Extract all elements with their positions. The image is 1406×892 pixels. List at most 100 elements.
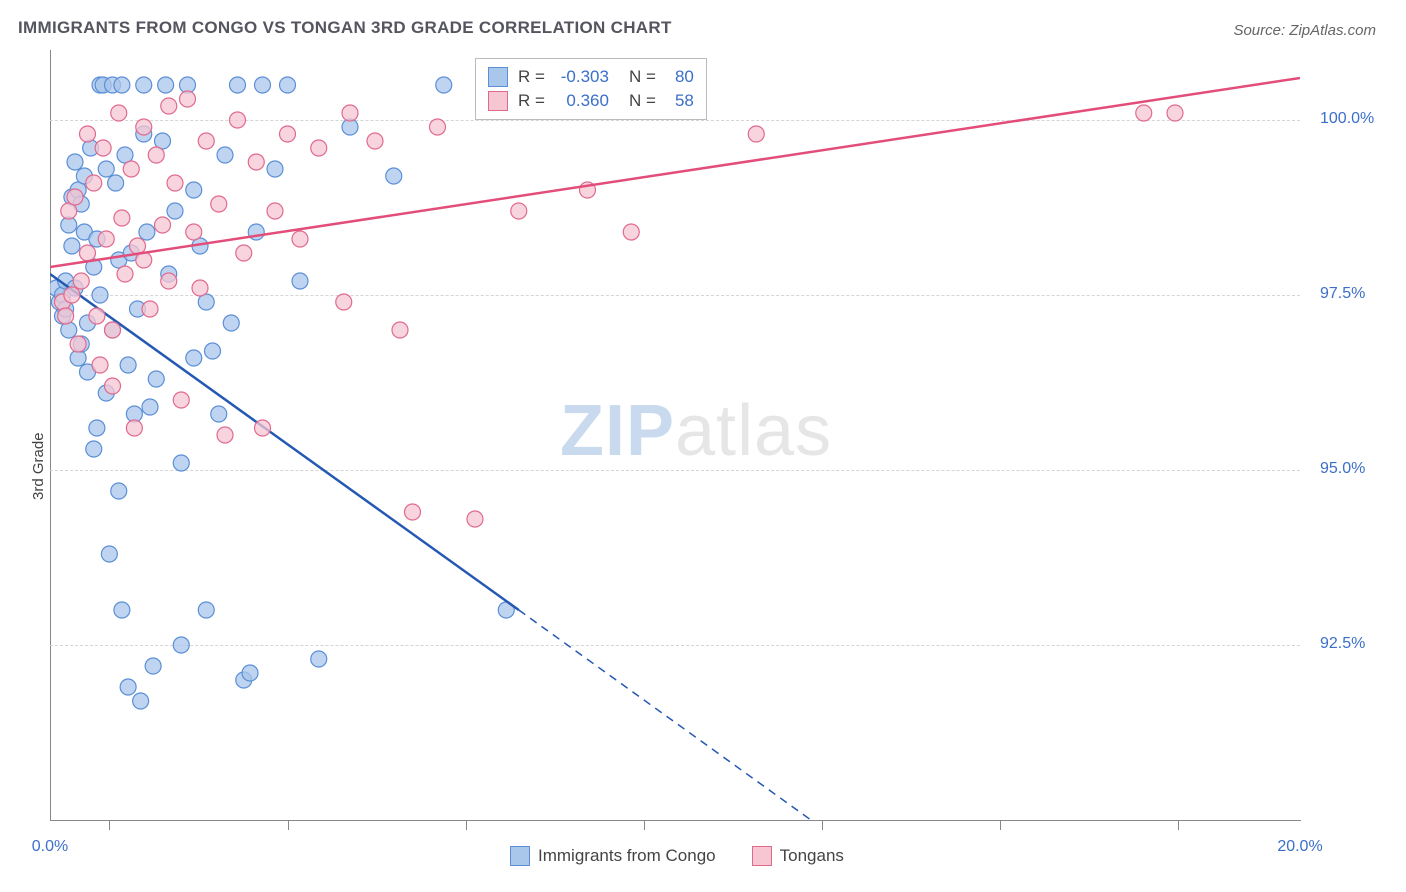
data-point <box>336 294 352 310</box>
data-point <box>161 273 177 289</box>
r-value: 0.360 <box>553 89 609 113</box>
data-point <box>114 602 130 618</box>
data-point <box>167 175 183 191</box>
data-point <box>105 378 121 394</box>
data-point <box>158 77 174 93</box>
data-point <box>392 322 408 338</box>
data-point <box>136 77 152 93</box>
data-point <box>148 371 164 387</box>
data-point <box>114 210 130 226</box>
data-point <box>64 238 80 254</box>
data-point <box>98 161 114 177</box>
legend-item: Immigrants from Congo <box>510 846 716 866</box>
data-point <box>255 77 271 93</box>
data-point <box>86 175 102 191</box>
r-label: R = <box>518 65 545 89</box>
data-point <box>120 357 136 373</box>
data-point <box>230 77 246 93</box>
data-point <box>367 133 383 149</box>
data-point <box>173 455 189 471</box>
data-point <box>89 420 105 436</box>
data-point <box>98 231 114 247</box>
data-point <box>58 308 74 324</box>
data-point <box>248 154 264 170</box>
data-point <box>139 224 155 240</box>
legend-swatch <box>752 846 772 866</box>
data-point <box>192 280 208 296</box>
data-point <box>430 119 446 135</box>
data-point <box>511 203 527 219</box>
data-point <box>467 511 483 527</box>
data-point <box>211 196 227 212</box>
data-point <box>405 504 421 520</box>
legend-swatch <box>510 846 530 866</box>
data-point <box>173 637 189 653</box>
r-label: R = <box>518 89 545 113</box>
data-point <box>148 147 164 163</box>
y-axis-label: 3rd Grade <box>30 432 47 500</box>
data-point <box>73 273 89 289</box>
data-point <box>145 658 161 674</box>
data-point <box>180 91 196 107</box>
data-point <box>136 119 152 135</box>
data-point <box>173 392 189 408</box>
data-point <box>223 315 239 331</box>
data-point <box>217 427 233 443</box>
data-point <box>292 231 308 247</box>
stats-legend-row: R =-0.303N =80 <box>488 65 694 89</box>
stats-legend-row: R = 0.360 N = 58 <box>488 89 694 113</box>
data-point <box>198 133 214 149</box>
data-point <box>205 343 221 359</box>
data-point <box>80 126 96 142</box>
legend-label: Immigrants from Congo <box>538 846 716 866</box>
data-point <box>64 287 80 303</box>
data-point <box>67 189 83 205</box>
data-point <box>386 168 402 184</box>
data-point <box>92 357 108 373</box>
n-value: 58 <box>664 89 694 113</box>
legend-swatch <box>488 91 508 111</box>
data-point <box>111 105 127 121</box>
data-point <box>80 245 96 261</box>
data-point <box>280 77 296 93</box>
data-point <box>111 483 127 499</box>
data-point <box>101 546 117 562</box>
chart-svg <box>0 0 1406 892</box>
data-point <box>61 322 77 338</box>
data-point <box>167 203 183 219</box>
data-point <box>89 308 105 324</box>
data-point <box>123 161 139 177</box>
data-point <box>242 665 258 681</box>
data-point <box>255 420 271 436</box>
data-point <box>217 147 233 163</box>
data-point <box>236 245 252 261</box>
data-point <box>108 175 124 191</box>
trend-line <box>50 274 519 610</box>
data-point <box>86 441 102 457</box>
data-point <box>623 224 639 240</box>
data-point <box>120 679 136 695</box>
legend-item: Tongans <box>752 846 844 866</box>
data-point <box>267 161 283 177</box>
data-point <box>95 140 111 156</box>
legend-swatch <box>488 67 508 87</box>
data-point <box>267 203 283 219</box>
stats-legend-box: R = -0.303 N = 80R = 0.360 N = 58 <box>475 58 707 120</box>
data-point <box>1167 105 1183 121</box>
data-point <box>114 77 130 93</box>
data-point <box>161 98 177 114</box>
data-point <box>1136 105 1152 121</box>
data-point <box>311 651 327 667</box>
data-point <box>211 406 227 422</box>
data-point <box>105 322 121 338</box>
data-point <box>142 301 158 317</box>
data-point <box>126 420 142 436</box>
series-legend: Immigrants from Congo Tongans <box>510 846 844 866</box>
data-point <box>292 273 308 289</box>
data-point <box>311 140 327 156</box>
n-value: 80 <box>664 65 694 89</box>
data-point <box>342 105 358 121</box>
data-point <box>230 112 246 128</box>
n-label: N = <box>629 89 656 113</box>
r-value: -0.303 <box>553 65 609 89</box>
